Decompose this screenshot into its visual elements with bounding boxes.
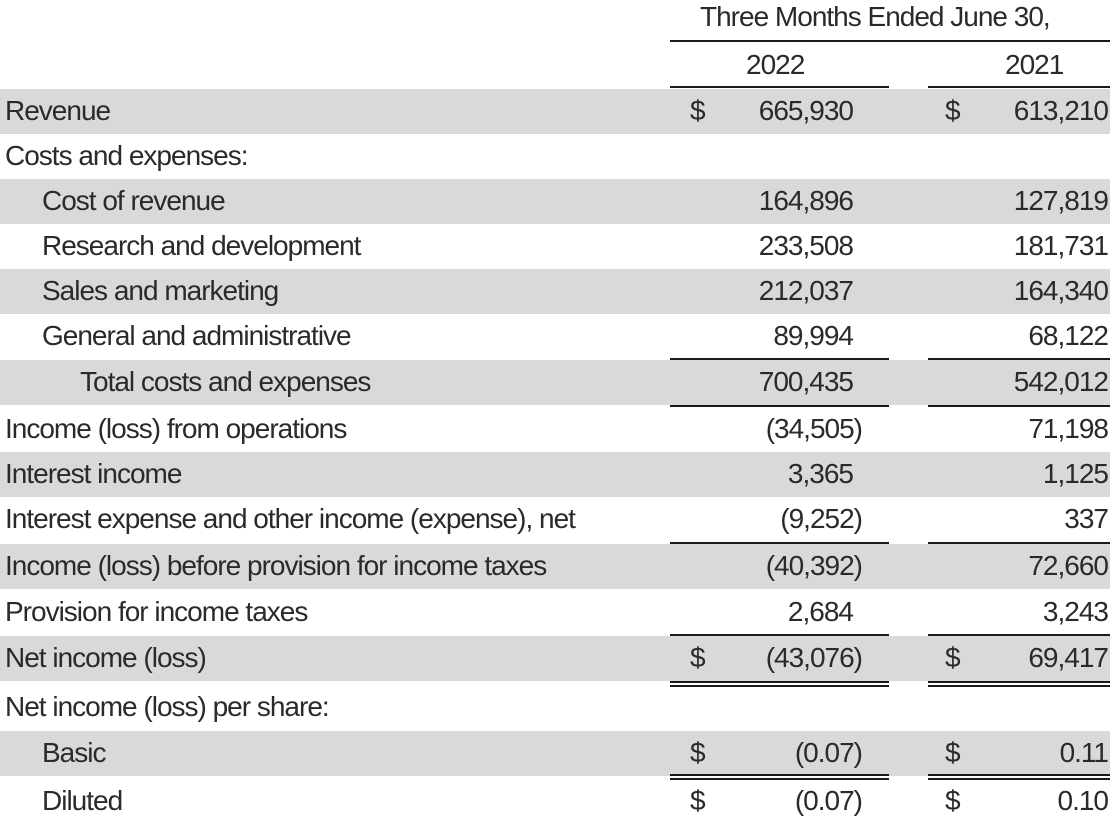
eps-double-rule-a-2022 — [670, 774, 889, 776]
period-header-rule — [670, 40, 1110, 42]
value-2021: 542,012 — [1013, 366, 1109, 397]
row-label: Provision for income taxes — [5, 596, 308, 627]
value-2022: (9,252) — [780, 503, 863, 534]
value-2022: (34,505) — [765, 413, 863, 444]
row-label: Total costs and expenses — [80, 366, 371, 397]
dollar-sign-2021: $ — [945, 785, 961, 816]
row-label: Income (loss) before provision for incom… — [5, 550, 547, 581]
value-2022: (43,076) — [765, 642, 863, 673]
value-2021: 3,243 — [1042, 596, 1109, 627]
total-rule-2022 — [670, 405, 889, 407]
total-rule-2021 — [928, 405, 1110, 407]
column-header-2021: 2021 — [1005, 49, 1064, 80]
net-income-top-rule-2021 — [928, 634, 1110, 636]
net-income-double-rule-a-2022 — [670, 681, 889, 683]
value-2021: 69,417 — [1028, 642, 1109, 673]
row-shading — [0, 179, 1110, 224]
subtotal-rule-2022 — [670, 358, 889, 360]
row-shading — [0, 636, 1110, 681]
value-2022: (40,392) — [765, 550, 863, 581]
value-2022: (0.07) — [794, 785, 863, 816]
net-income-double-rule-b-2021 — [928, 685, 1110, 687]
subtotal-rule-2021 — [928, 358, 1110, 360]
value-2022: 212,037 — [758, 275, 854, 306]
value-2021: 68,122 — [1028, 320, 1109, 351]
eps-double-rule-a-2021 — [928, 774, 1110, 776]
row-label: General and administrative — [42, 320, 352, 351]
dollar-sign-2022: $ — [690, 642, 706, 673]
value-2022: 233,508 — [758, 230, 854, 261]
eps-double-rule-b-2021 — [928, 778, 1110, 780]
value-2022: 164,896 — [758, 185, 854, 216]
row-label: Interest expense and other income (expen… — [5, 503, 576, 534]
dollar-sign-2022: $ — [690, 737, 706, 768]
value-2021: 181,731 — [1013, 230, 1109, 261]
row-shading — [0, 731, 1110, 776]
dollar-sign-2021: $ — [945, 642, 961, 673]
value-2021: 1,125 — [1042, 458, 1109, 489]
dollar-sign-2021: $ — [945, 737, 961, 768]
value-2021: 0.10 — [1057, 785, 1109, 816]
net-income-double-rule-b-2022 — [670, 685, 889, 687]
row-shading — [0, 269, 1110, 314]
row-label: Cost of revenue — [42, 185, 226, 216]
row-shading — [0, 360, 1110, 405]
value-2022: 2,684 — [787, 596, 854, 627]
row-label: Revenue — [5, 95, 111, 126]
net-income-double-rule-a-2021 — [928, 681, 1110, 683]
column-header-2022: 2022 — [746, 49, 805, 80]
pretax-rule-2022 — [670, 542, 889, 544]
row-label: Diluted — [42, 785, 123, 816]
row-shading — [0, 452, 1110, 497]
value-2022: 700,435 — [758, 366, 854, 397]
column-2021-header-rule — [928, 86, 1110, 88]
pretax-rule-2021 — [928, 542, 1110, 544]
row-label: Income (loss) from operations — [5, 413, 347, 444]
row-label: Net income (loss) per share: — [5, 691, 330, 722]
value-2021: 127,819 — [1013, 185, 1109, 216]
row-label: Sales and marketing — [42, 275, 279, 306]
value-2021: 164,340 — [1013, 275, 1109, 306]
value-2021: 71,198 — [1028, 413, 1109, 444]
period-header: Three Months Ended June 30, — [700, 1, 1051, 32]
row-label: Costs and expenses: — [5, 140, 248, 171]
row-label: Interest income — [5, 458, 182, 489]
eps-double-rule-b-2022 — [670, 778, 889, 780]
value-2022: 665,930 — [758, 95, 854, 126]
column-2022-header-rule — [670, 86, 889, 88]
value-2022: (0.07) — [794, 737, 863, 768]
value-2022: 89,994 — [773, 320, 854, 351]
dollar-sign-2022: $ — [690, 95, 706, 126]
row-label: Net income (loss) — [5, 642, 207, 673]
dollar-sign-2021: $ — [945, 95, 961, 126]
value-2021: 337 — [1064, 503, 1109, 534]
net-income-top-rule-2022 — [670, 634, 889, 636]
dollar-sign-2022: $ — [690, 785, 706, 816]
value-2022: 3,365 — [787, 458, 854, 489]
value-2021: 613,210 — [1013, 95, 1109, 126]
row-shading — [0, 89, 1110, 134]
row-shading — [0, 544, 1110, 589]
value-2021: 72,660 — [1028, 550, 1109, 581]
row-label: Basic — [42, 737, 106, 768]
value-2021: 0.11 — [1059, 737, 1109, 768]
row-label: Research and development — [42, 230, 361, 261]
